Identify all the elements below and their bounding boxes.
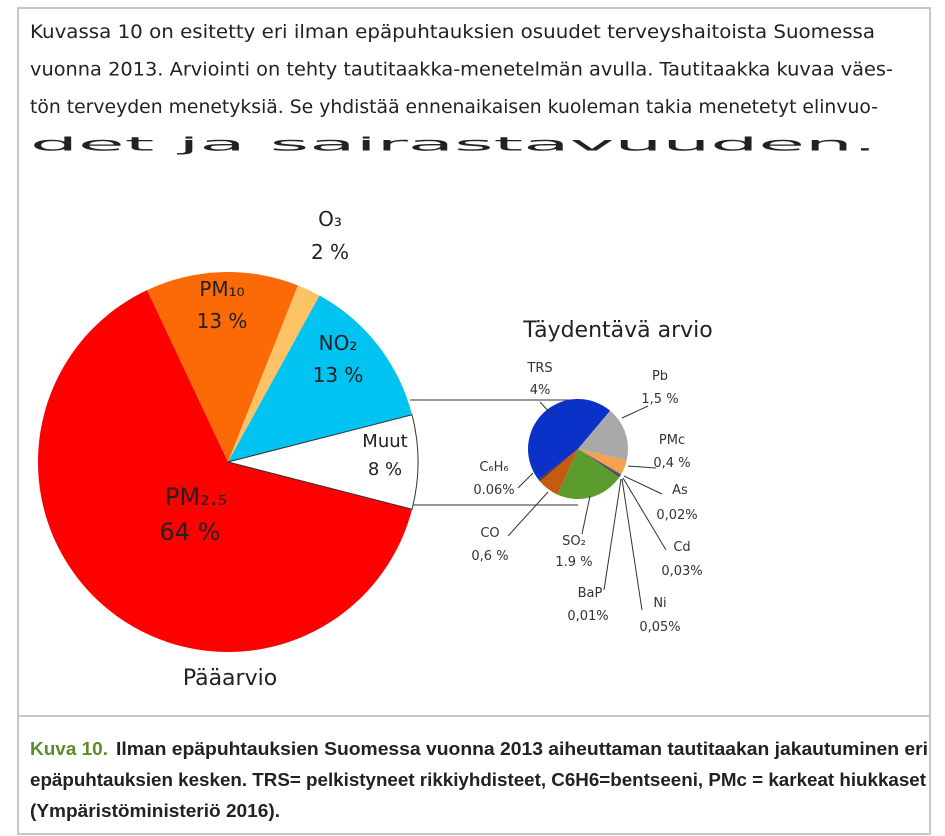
caption-line: Ilman epäpuhtauksien Suomessa vuonna 201… bbox=[116, 739, 928, 759]
paragraph: Kuvassa 10 on esitetty eri ilman epäpuht… bbox=[30, 21, 893, 156]
slice-value-label: 0,05% bbox=[639, 620, 680, 635]
slice-value-label: 0,6 % bbox=[471, 549, 508, 564]
slice-value-label: 0,02% bbox=[656, 508, 697, 523]
leader-line bbox=[603, 478, 622, 591]
slice-name: Cd bbox=[673, 540, 690, 555]
caption-line: epäpuhtauksien kesken. TRS= pelkistyneet… bbox=[30, 770, 926, 790]
pie-slice bbox=[578, 449, 620, 478]
pie-slice bbox=[228, 285, 320, 462]
slice-name: BaP bbox=[578, 586, 603, 601]
pie-slice bbox=[539, 449, 578, 495]
slice-name: TRS bbox=[526, 361, 552, 376]
leader-line bbox=[622, 477, 667, 551]
slice-value-label: 0,4 % bbox=[653, 456, 690, 471]
slice-value-label: 0,03% bbox=[661, 564, 702, 579]
slice-name: Ni bbox=[653, 596, 666, 611]
caption-label: Kuva 10. bbox=[30, 739, 108, 759]
pie-slice bbox=[557, 449, 620, 499]
slice-value-label: 0,01% bbox=[567, 609, 608, 624]
pie-slice bbox=[578, 449, 627, 474]
slice-name: As bbox=[672, 483, 688, 498]
leader-line bbox=[627, 465, 657, 469]
slice-value-label: 4% bbox=[530, 383, 551, 398]
secondary-pie-title: Täydentävä arvio bbox=[522, 318, 713, 343]
leader-line bbox=[581, 495, 591, 535]
slice-value-label: 0.06% bbox=[473, 483, 514, 498]
caption-line: (Ympäristöministeriö 2016). bbox=[30, 801, 280, 821]
slice-value-label: 1,5 % bbox=[641, 392, 678, 407]
slice-name: NO₂ bbox=[319, 331, 358, 355]
frame bbox=[17, 7, 931, 835]
leader-line bbox=[517, 472, 534, 489]
slice-name: SO₂ bbox=[562, 534, 586, 549]
pie-slice bbox=[538, 449, 578, 482]
pie-slice bbox=[578, 449, 622, 475]
slice-name: CO bbox=[480, 526, 499, 541]
slice-name: PM₂.₅ bbox=[165, 483, 227, 511]
slice-value-label: 64 % bbox=[160, 518, 221, 546]
slice-name: O₃ bbox=[318, 207, 342, 231]
slice-value-label: 1.9 % bbox=[555, 555, 592, 570]
leader-line bbox=[539, 401, 553, 416]
leader-line bbox=[507, 491, 549, 537]
slice-name: PMc bbox=[659, 433, 685, 448]
main-pie-title: Pääarvio bbox=[183, 666, 277, 691]
paragraph-line: tön terveyden menetyksiä. Se yhdistää en… bbox=[30, 96, 878, 118]
slice-name: PM₁₀ bbox=[199, 277, 244, 301]
pie-slice bbox=[38, 290, 413, 652]
paragraph-line: vuonna 2013. Arviointi on tehty tautitaa… bbox=[30, 59, 893, 81]
slice-value-label: 13 % bbox=[313, 363, 364, 387]
slice-name: Muut bbox=[362, 431, 407, 452]
slice-value-label: 13 % bbox=[197, 309, 248, 333]
pie-slice bbox=[227, 414, 419, 510]
pie-slice bbox=[578, 410, 628, 461]
pie-slice bbox=[147, 271, 298, 462]
leader-line bbox=[621, 478, 643, 611]
pie-slice bbox=[578, 449, 622, 476]
pie-slice bbox=[528, 399, 611, 480]
paragraph-line: det ja sairastavuuden. bbox=[30, 134, 877, 156]
charts: PM₂.₅ 64 % PM₁₀ 13 % O₃ 2 % NO₂ 13 % Muut 8 % TRS 4… bbox=[38, 207, 703, 652]
slice-name: Pb bbox=[652, 369, 668, 384]
caption: Kuva 10. Ilman epäpuhtauksien Suomessa vu… bbox=[30, 739, 928, 821]
paragraph-line: Kuvassa 10 on esitetty eri ilman epäpuht… bbox=[30, 21, 875, 43]
leader-line bbox=[623, 475, 663, 495]
leader-line bbox=[621, 405, 649, 419]
slice-value-label: 8 % bbox=[368, 459, 402, 480]
slice-name: C₆H₆ bbox=[479, 460, 508, 475]
pie-slice bbox=[228, 295, 413, 462]
slice-value-label: 2 % bbox=[311, 240, 349, 264]
pie-slice bbox=[578, 449, 621, 477]
